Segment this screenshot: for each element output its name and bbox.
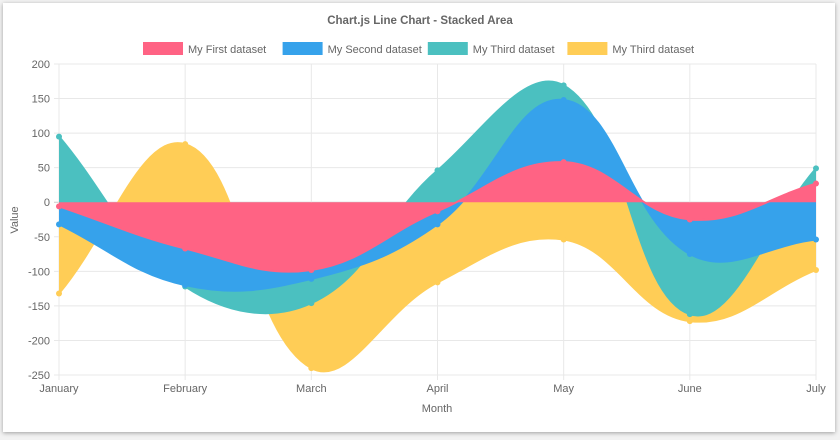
legend-swatch (567, 42, 608, 55)
data-point-series-1 (560, 159, 567, 166)
data-point-series-3 (434, 167, 441, 174)
x-axis-ticks: January February March April May June July (39, 383, 826, 395)
data-point-series-2 (56, 221, 62, 228)
data-point-series-1 (813, 180, 819, 187)
legend-swatch (282, 42, 323, 55)
data-point-series-4 (308, 365, 315, 372)
y-tick-label: 50 (38, 163, 50, 175)
legend-item[interactable]: My Third dataset (567, 42, 694, 56)
y-tick-label: 100 (32, 128, 50, 140)
legend-label: My First dataset (188, 44, 266, 56)
data-point-series-4 (182, 141, 189, 148)
y-tick-label: -50 (34, 232, 50, 244)
x-tick-label: June (678, 383, 702, 395)
y-tick-label: -100 (28, 266, 50, 278)
y-tick-label: -250 (28, 370, 50, 382)
y-tick-label: 200 (32, 59, 50, 71)
data-point-series-2 (182, 282, 189, 289)
x-tick-label: February (163, 383, 208, 395)
data-point-series-1 (56, 203, 62, 210)
data-point-series-3 (308, 300, 315, 307)
points (56, 82, 819, 372)
data-point-series-4 (686, 318, 693, 325)
legend-swatch (143, 42, 183, 55)
x-tick-label: May (553, 383, 574, 395)
legend-label: My Third dataset (612, 44, 694, 56)
legend-swatch (427, 42, 468, 55)
y-tick-label: 0 (44, 197, 50, 209)
data-point-series-2 (434, 221, 441, 228)
chart-title: Chart.js Line Chart - Stacked Area (327, 15, 513, 27)
data-point-series-1 (308, 266, 315, 273)
area-series-3 (59, 81, 816, 316)
legend-item[interactable]: My Second dataset (282, 42, 422, 56)
data-point-series-2 (560, 96, 567, 103)
data-point-series-2 (686, 251, 693, 258)
data-point-series-4 (56, 290, 62, 297)
x-tick-label: April (426, 383, 448, 395)
data-point-series-4 (434, 279, 441, 286)
y-tick-label: 150 (32, 94, 50, 106)
legend[interactable]: My First dataset My Second dataset My Thir… (143, 42, 694, 56)
x-tick-label: March (296, 383, 327, 395)
data-point-series-1 (686, 216, 693, 223)
area-series-1 (59, 162, 816, 272)
data-point-series-4 (560, 236, 567, 243)
data-point-series-3 (686, 311, 693, 318)
data-point-series-3 (560, 82, 567, 89)
data-point-series-2 (308, 275, 315, 282)
data-point-series-1 (182, 245, 189, 252)
x-tick-label: July (806, 383, 826, 395)
y-tick-label: -150 (28, 301, 50, 313)
data-point-series-4 (813, 266, 819, 273)
y-axis-label: Value (9, 206, 21, 233)
x-axis-label: Month (422, 403, 453, 415)
legend-item[interactable]: My Third dataset (427, 42, 555, 56)
legend-item[interactable]: My First dataset (143, 42, 266, 56)
y-tick-label: -200 (28, 335, 50, 347)
data-point-series-3 (56, 133, 62, 140)
line-series-4 (58, 142, 817, 373)
data-point-series-2 (813, 236, 819, 243)
x-tick-label: January (39, 383, 79, 395)
data-point-series-1 (434, 208, 441, 215)
legend-label: My Second dataset (328, 44, 422, 56)
data-point-series-3 (813, 165, 819, 172)
y-axis-ticks: 200 150 100 50 0 -50 -100 -150 -200 -250 (28, 59, 50, 382)
legend-label: My Third dataset (473, 44, 555, 56)
